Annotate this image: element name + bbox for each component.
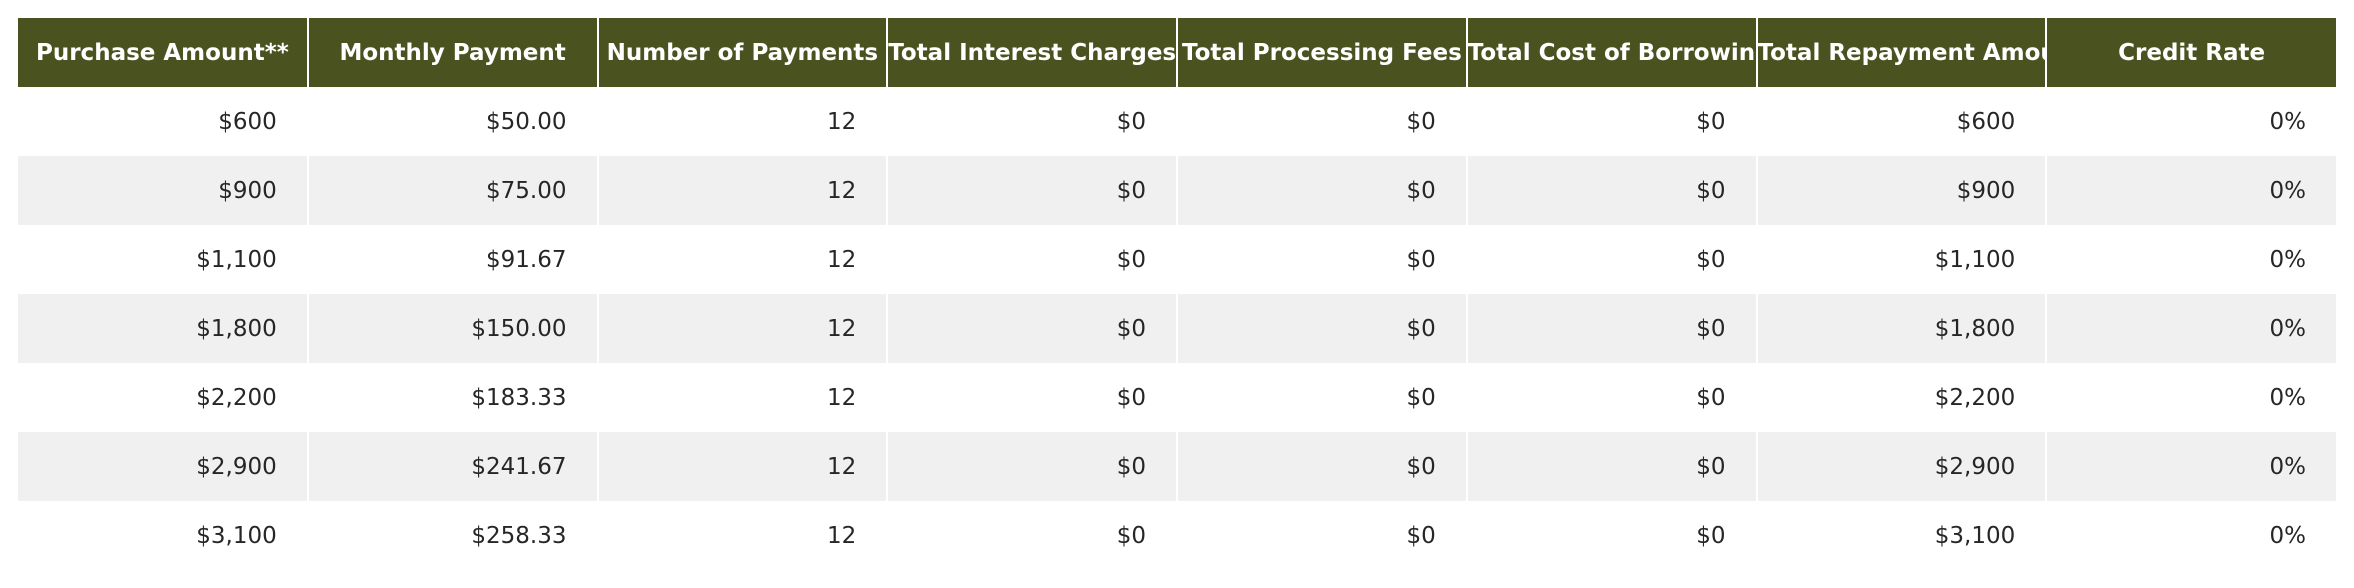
table-row: $3,100 $258.33 12 $0 $0 $0 $3,100 0% [18, 501, 2336, 570]
cell-number-of-payments: 12 [596, 87, 889, 156]
cell-total-repayment-amount: $2,200 [1755, 363, 2048, 432]
cell-total-repayment-amount: $2,900 [1755, 432, 2048, 501]
cell-total-interest-charges: $0 [886, 363, 1178, 432]
cell-total-cost-of-borrowing: $0 [1465, 87, 1758, 156]
cell-monthly-payment: $258.33 [306, 501, 599, 570]
cell-purchase-amount: $600 [18, 87, 309, 156]
column-header-number-of-payments: Number of Payments [596, 18, 889, 87]
cell-total-processing-fees: $0 [1176, 225, 1468, 294]
cell-credit-rate: 0% [2045, 87, 2336, 156]
cell-total-processing-fees: $0 [1176, 432, 1468, 501]
table-row: $600 $50.00 12 $0 $0 $0 $600 0% [18, 87, 2336, 156]
payment-table-container: Purchase Amount** Monthly Payment Number… [18, 18, 2336, 570]
column-header-total-repayment-amount: Total Repayment Amount [1755, 18, 2048, 87]
column-header-total-processing-fees: Total Processing Fees [1176, 18, 1468, 87]
cell-total-interest-charges: $0 [886, 225, 1178, 294]
table-row: $2,900 $241.67 12 $0 $0 $0 $2,900 0% [18, 432, 2336, 501]
column-header-total-cost-of-borrowing: Total Cost of Borrowing [1465, 18, 1758, 87]
table-row: $1,800 $150.00 12 $0 $0 $0 $1,800 0% [18, 294, 2336, 363]
cell-total-processing-fees: $0 [1176, 156, 1468, 225]
payment-schedule-table: Purchase Amount** Monthly Payment Number… [18, 18, 2336, 570]
cell-total-cost-of-borrowing: $0 [1465, 225, 1758, 294]
cell-credit-rate: 0% [2045, 225, 2336, 294]
column-header-monthly-payment: Monthly Payment [306, 18, 599, 87]
cell-total-processing-fees: $0 [1176, 501, 1468, 570]
cell-total-processing-fees: $0 [1176, 363, 1468, 432]
cell-purchase-amount: $1,800 [18, 294, 309, 363]
cell-total-repayment-amount: $3,100 [1755, 501, 2048, 570]
cell-total-interest-charges: $0 [886, 156, 1178, 225]
cell-purchase-amount: $1,100 [18, 225, 309, 294]
column-header-total-interest-charges: Total Interest Charges [886, 18, 1178, 87]
cell-total-cost-of-borrowing: $0 [1465, 156, 1758, 225]
cell-number-of-payments: 12 [596, 501, 889, 570]
cell-monthly-payment: $183.33 [306, 363, 599, 432]
cell-total-interest-charges: $0 [886, 294, 1178, 363]
cell-number-of-payments: 12 [596, 432, 889, 501]
cell-total-cost-of-borrowing: $0 [1465, 363, 1758, 432]
cell-number-of-payments: 12 [596, 294, 889, 363]
cell-purchase-amount: $3,100 [18, 501, 309, 570]
table-row: $1,100 $91.67 12 $0 $0 $0 $1,100 0% [18, 225, 2336, 294]
cell-purchase-amount: $900 [18, 156, 309, 225]
column-header-credit-rate: Credit Rate [2045, 18, 2336, 87]
cell-number-of-payments: 12 [596, 156, 889, 225]
table-header: Purchase Amount** Monthly Payment Number… [18, 18, 2336, 87]
cell-total-repayment-amount: $600 [1755, 87, 2048, 156]
cell-total-repayment-amount: $900 [1755, 156, 2048, 225]
table-row: $900 $75.00 12 $0 $0 $0 $900 0% [18, 156, 2336, 225]
cell-credit-rate: 0% [2045, 294, 2336, 363]
cell-credit-rate: 0% [2045, 432, 2336, 501]
cell-credit-rate: 0% [2045, 156, 2336, 225]
cell-total-cost-of-borrowing: $0 [1465, 501, 1758, 570]
cell-total-interest-charges: $0 [886, 87, 1178, 156]
cell-purchase-amount: $2,900 [18, 432, 309, 501]
table-row: $2,200 $183.33 12 $0 $0 $0 $2,200 0% [18, 363, 2336, 432]
cell-purchase-amount: $2,200 [18, 363, 309, 432]
column-header-purchase-amount: Purchase Amount** [18, 18, 309, 87]
cell-total-repayment-amount: $1,100 [1755, 225, 2048, 294]
header-row: Purchase Amount** Monthly Payment Number… [18, 18, 2336, 87]
cell-monthly-payment: $50.00 [306, 87, 599, 156]
cell-credit-rate: 0% [2045, 501, 2336, 570]
cell-number-of-payments: 12 [596, 225, 889, 294]
cell-total-processing-fees: $0 [1176, 294, 1468, 363]
cell-total-cost-of-borrowing: $0 [1465, 294, 1758, 363]
table-body: $600 $50.00 12 $0 $0 $0 $600 0% $900 $75… [18, 87, 2336, 570]
cell-number-of-payments: 12 [596, 363, 889, 432]
cell-monthly-payment: $150.00 [306, 294, 599, 363]
cell-total-processing-fees: $0 [1176, 87, 1468, 156]
cell-monthly-payment: $241.67 [306, 432, 599, 501]
cell-credit-rate: 0% [2045, 363, 2336, 432]
cell-total-interest-charges: $0 [886, 501, 1178, 570]
cell-total-repayment-amount: $1,800 [1755, 294, 2048, 363]
cell-total-cost-of-borrowing: $0 [1465, 432, 1758, 501]
cell-monthly-payment: $75.00 [306, 156, 599, 225]
cell-total-interest-charges: $0 [886, 432, 1178, 501]
cell-monthly-payment: $91.67 [306, 225, 599, 294]
